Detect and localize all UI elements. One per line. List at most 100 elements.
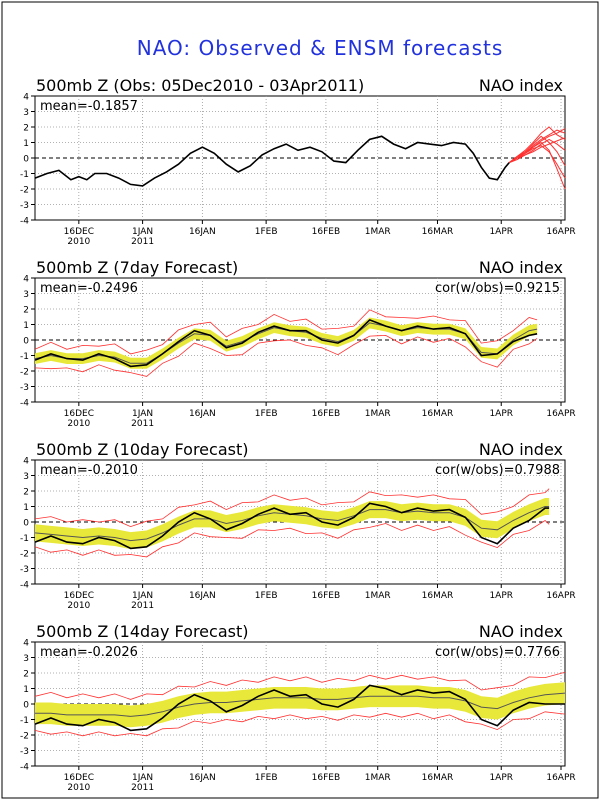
y-tick-label: 1 bbox=[23, 685, 29, 695]
chart-panel-4: 500mb Z (14day Forecast) NAO index 4 3 2 1 0 -1… bbox=[20, 622, 576, 793]
y-tick-label: 4 bbox=[23, 457, 29, 467]
y-tick-label: 0 bbox=[23, 155, 29, 165]
x-tick-label: 16MAR bbox=[422, 591, 454, 601]
y-tick-label: 2 bbox=[23, 670, 29, 680]
y-tick-label: 2 bbox=[23, 488, 29, 498]
x-tick-label: 1MAR bbox=[365, 227, 391, 237]
ensemble-envelope-line bbox=[34, 671, 566, 700]
mean-label: mean=-0.1857 bbox=[40, 99, 138, 114]
x-tick-label: 16MAR bbox=[422, 227, 454, 237]
chart-panel-3: 500mb Z (10day Forecast) NAO index 4 3 2 1 0 -1… bbox=[20, 440, 576, 611]
y-tick-label: 0 bbox=[23, 519, 29, 529]
x-tick-label: 16MAR bbox=[422, 773, 454, 783]
panel-title: 500mb Z (10day Forecast) bbox=[36, 440, 248, 459]
y-tick-label: 4 bbox=[23, 275, 29, 285]
ensemble-envelope-line bbox=[34, 309, 538, 355]
x-tick-label: 16FEB bbox=[312, 591, 341, 601]
mean-label: mean=-0.2026 bbox=[40, 645, 138, 660]
x-tick-label: 16APR bbox=[546, 227, 575, 237]
x-tick-label: 16APR bbox=[546, 591, 575, 601]
x-tick-label: 16FEB bbox=[312, 227, 341, 237]
y-tick-label: -2 bbox=[20, 732, 29, 742]
y-tick-label: -1 bbox=[20, 170, 29, 180]
x-tick-label: 1APR bbox=[489, 409, 513, 419]
x-tick-label: 16JAN bbox=[189, 591, 216, 601]
x-tick-label: 16FEB bbox=[312, 773, 341, 783]
y-tick-label: -4 bbox=[20, 581, 29, 591]
x-tick-label: 16DEC bbox=[64, 591, 94, 601]
ensemble-mean-line bbox=[34, 506, 550, 542]
x-tick-label: 1JAN bbox=[132, 409, 153, 419]
observed-line bbox=[34, 684, 565, 732]
correlation-label: cor(w/obs)=0.7766 bbox=[435, 645, 560, 660]
y-tick-label: -1 bbox=[20, 534, 29, 544]
x-tick-label: 16MAR bbox=[422, 409, 454, 419]
y-tick-label: 3 bbox=[23, 654, 29, 664]
x-tick-label: 1JAN bbox=[132, 227, 153, 237]
y-tick-label: 0 bbox=[23, 701, 29, 711]
panel-right-title: NAO index bbox=[479, 76, 563, 95]
x-tick-label: 1FEB bbox=[255, 591, 278, 601]
ensemble-member-line bbox=[508, 128, 566, 163]
x-tick-label: 1JAN bbox=[132, 591, 153, 601]
x-tick-label: 1JAN bbox=[132, 773, 153, 783]
panel-right-title: NAO index bbox=[479, 258, 563, 277]
y-tick-label: 3 bbox=[23, 472, 29, 482]
y-tick-label: 1 bbox=[23, 139, 29, 149]
y-tick-label: 3 bbox=[23, 108, 29, 118]
chart-panel-1: 500mb Z (Obs: 05Dec2010 - 03Apr2011) NAO … bbox=[20, 76, 576, 247]
x-tick-year-label: 2011 bbox=[131, 783, 154, 793]
y-tick-label: 3 bbox=[23, 290, 29, 300]
x-tick-year-label: 2011 bbox=[131, 601, 154, 611]
y-tick-label: 0 bbox=[23, 337, 29, 347]
x-tick-label: 1FEB bbox=[255, 773, 278, 783]
x-tick-label: 16JAN bbox=[189, 773, 216, 783]
x-tick-year-label: 2010 bbox=[67, 783, 90, 793]
panel-title: 500mb Z (7day Forecast) bbox=[36, 258, 238, 277]
y-tick-label: 4 bbox=[23, 639, 29, 649]
y-tick-label: -1 bbox=[20, 716, 29, 726]
ensemble-envelope-line bbox=[34, 711, 566, 737]
x-tick-year-label: 2010 bbox=[67, 601, 90, 611]
ensemble-envelope-line bbox=[34, 488, 550, 528]
observed-line bbox=[34, 135, 510, 187]
mean-label: mean=-0.2010 bbox=[40, 463, 138, 478]
x-tick-year-label: 2011 bbox=[131, 237, 154, 247]
ensemble-mean-line bbox=[35, 692, 566, 717]
x-tick-year-label: 2011 bbox=[131, 419, 154, 429]
y-tick-label: -4 bbox=[20, 217, 29, 227]
y-tick-label: 2 bbox=[23, 124, 29, 134]
x-tick-label: 16DEC bbox=[64, 409, 94, 419]
panel-title: 500mb Z (Obs: 05Dec2010 - 03Apr2011) bbox=[36, 76, 364, 95]
mean-label: mean=-0.2496 bbox=[40, 281, 138, 296]
y-tick-label: -2 bbox=[20, 550, 29, 560]
y-tick-label: -3 bbox=[20, 383, 29, 393]
ensemble-envelope-line bbox=[34, 334, 538, 377]
ensemble-envelope-line bbox=[34, 519, 550, 558]
x-tick-label: 1APR bbox=[489, 227, 513, 237]
y-tick-label: -2 bbox=[20, 368, 29, 378]
correlation-label: cor(w/obs)=0.9215 bbox=[435, 281, 560, 296]
x-tick-label: 1APR bbox=[489, 591, 513, 601]
x-tick-label: 16APR bbox=[546, 409, 575, 419]
x-tick-label: 16DEC bbox=[64, 227, 94, 237]
y-tick-label: 1 bbox=[23, 321, 29, 331]
chart-panel-2: 500mb Z (7day Forecast) NAO index 4 3 2 1 0 -1 -… bbox=[20, 258, 576, 429]
y-tick-label: -4 bbox=[20, 763, 29, 773]
ensemble-member-line bbox=[508, 137, 566, 164]
panel-title: 500mb Z (14day Forecast) bbox=[36, 622, 248, 641]
y-tick-label: -2 bbox=[20, 186, 29, 196]
x-tick-label: 1FEB bbox=[255, 227, 278, 237]
x-tick-label: 16JAN bbox=[189, 409, 216, 419]
y-tick-label: 2 bbox=[23, 306, 29, 316]
x-tick-label: 16DEC bbox=[64, 773, 94, 783]
y-tick-label: 1 bbox=[23, 503, 29, 513]
ensemble-spread-band bbox=[35, 498, 550, 550]
x-tick-label: 1MAR bbox=[365, 409, 391, 419]
x-tick-label: 1FEB bbox=[255, 409, 278, 419]
y-tick-label: -3 bbox=[20, 565, 29, 575]
observed-line bbox=[34, 318, 538, 368]
